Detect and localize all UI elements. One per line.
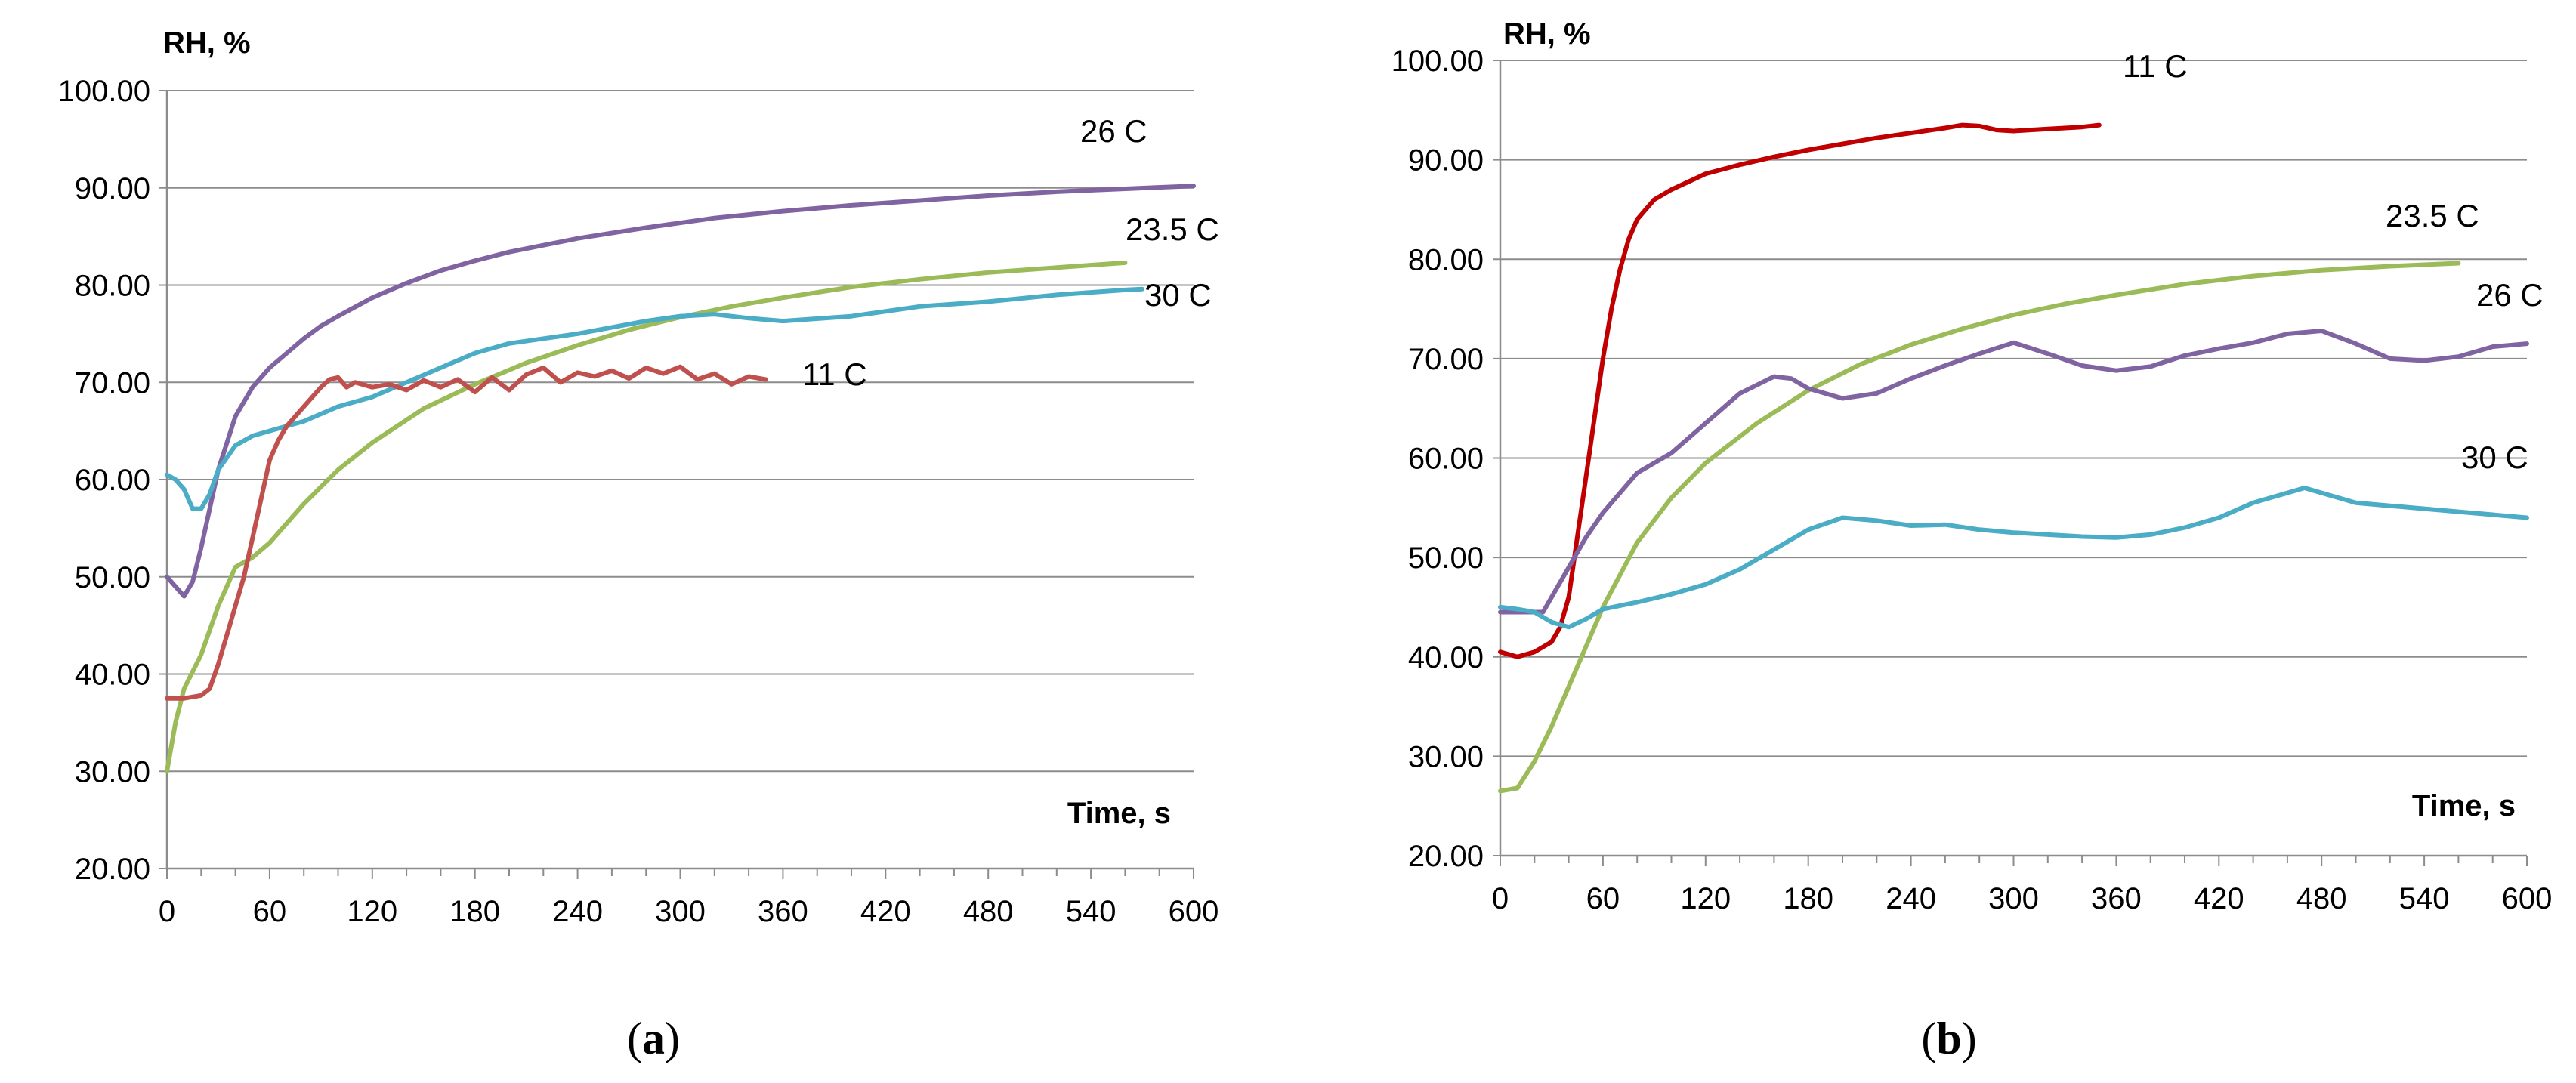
series-line-23-5-c bbox=[165, 260, 1128, 774]
chart-panel-a: 20.00 30.00 40.00 50.00 60.00 70.00 80.00 90.00… bbox=[58, 26, 1219, 1063]
x-tick-label: 300 bbox=[655, 895, 706, 928]
series-label: 11 C bbox=[802, 356, 867, 392]
series-label: 30 C bbox=[2461, 440, 2528, 475]
y-tick-label: 90.00 bbox=[75, 172, 150, 205]
x-tick-label: 180 bbox=[449, 895, 500, 928]
series-line-11-c bbox=[165, 364, 768, 701]
x-axis-title: Time, s bbox=[1067, 797, 1171, 830]
x-axis-title: Time, s bbox=[2412, 789, 2516, 822]
x-tick-label: 420 bbox=[2194, 882, 2244, 915]
series-label: 26 C bbox=[1080, 113, 1147, 149]
x-tick-label: 180 bbox=[1783, 882, 1833, 915]
x-tick-label: 240 bbox=[552, 895, 603, 928]
x-tick-label: 0 bbox=[159, 895, 175, 928]
x-tick-label: 0 bbox=[1492, 882, 1509, 915]
panel-caption: (a) bbox=[627, 1014, 680, 1063]
y-tick-label: 30.00 bbox=[75, 755, 150, 788]
series-label: 23.5 C bbox=[1126, 211, 1219, 247]
x-tick-label: 120 bbox=[347, 895, 397, 928]
series-label: 30 C bbox=[1144, 277, 1212, 313]
y-tick-label: 80.00 bbox=[1408, 243, 1484, 276]
y-tick-label: 50.00 bbox=[75, 561, 150, 594]
series-line-26-c bbox=[1498, 329, 2529, 615]
y-tick-label: 100.00 bbox=[1391, 45, 1484, 78]
y-tick-label: 70.00 bbox=[1408, 343, 1484, 376]
x-tick-label: 540 bbox=[1066, 895, 1117, 928]
x-tick-label: 300 bbox=[1988, 882, 2039, 915]
y-tick-label: 20.00 bbox=[1408, 840, 1484, 873]
chart-panel-b: 20.00 30.00 40.00 50.00 60.00 70.00 80.00 90.00… bbox=[1391, 17, 2553, 1063]
x-tick-label: 60 bbox=[1586, 882, 1620, 915]
x-tick-label: 60 bbox=[253, 895, 287, 928]
y-axis-title: RH, % bbox=[1503, 17, 1591, 51]
y-tick-label: 70.00 bbox=[75, 366, 150, 400]
y-tick-label: 60.00 bbox=[1408, 443, 1484, 476]
x-tick-label: 600 bbox=[1169, 895, 1219, 928]
series-line-30-c bbox=[165, 286, 1144, 511]
series-label: 26 C bbox=[2476, 277, 2544, 313]
y-tick-label: 40.00 bbox=[1408, 641, 1484, 674]
series-label: 23.5 C bbox=[2386, 198, 2479, 233]
y-tick-label: 40.00 bbox=[75, 659, 150, 692]
y-tick-label: 60.00 bbox=[75, 464, 150, 497]
series-line-11-c bbox=[1498, 122, 2102, 659]
y-tick-label: 100.00 bbox=[58, 75, 150, 108]
x-tick-label: 540 bbox=[2399, 882, 2450, 915]
x-tick-label: 360 bbox=[2091, 882, 2142, 915]
x-tick-label: 420 bbox=[860, 895, 911, 928]
y-axis-title: RH, % bbox=[163, 26, 251, 60]
panel-caption: (b) bbox=[1921, 1014, 1976, 1063]
x-tick-label: 480 bbox=[963, 895, 1014, 928]
y-tick-label: 30.00 bbox=[1408, 740, 1484, 773]
series-line-26-c bbox=[165, 184, 1196, 599]
x-tick-label: 600 bbox=[2502, 882, 2553, 915]
series-line-30-c bbox=[1498, 486, 2529, 630]
x-tick-label: 480 bbox=[2296, 882, 2347, 915]
x-tick-label: 240 bbox=[1886, 882, 1936, 915]
series-line-23-5-c bbox=[1498, 261, 2461, 794]
x-tick-label: 120 bbox=[1680, 882, 1731, 915]
series-label: 11 C bbox=[2123, 48, 2188, 84]
y-tick-label: 50.00 bbox=[1408, 542, 1484, 575]
y-tick-label: 80.00 bbox=[75, 270, 150, 303]
y-tick-label: 20.00 bbox=[75, 853, 150, 886]
y-tick-label: 90.00 bbox=[1408, 144, 1484, 177]
x-tick-label: 360 bbox=[758, 895, 808, 928]
